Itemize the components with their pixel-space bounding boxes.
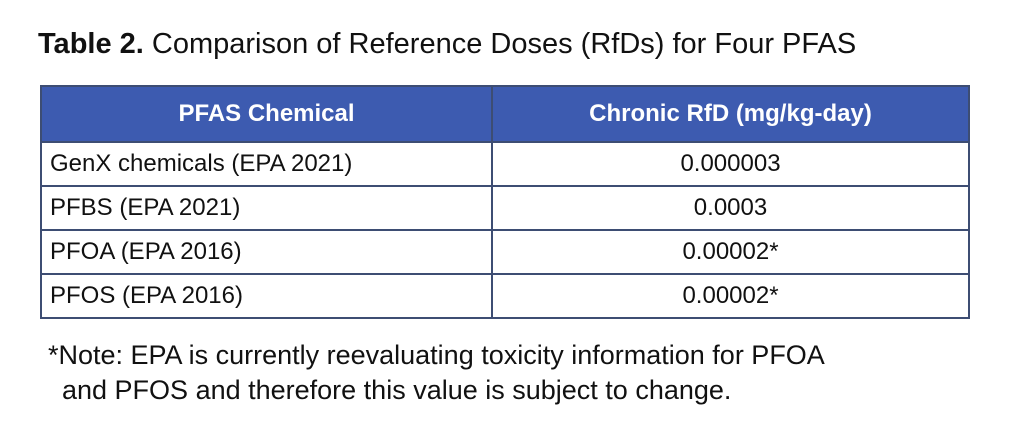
cell-rfd: 0.00002* [491,229,970,275]
header-pfas-chemical: PFAS Chemical [40,85,493,143]
caption-text: Comparison of Reference Doses (RfDs) for… [143,28,857,60]
cell-chemical: PFBS (EPA 2021) [40,185,493,231]
table-caption: Table 2. Comparison of Reference Doses (… [38,26,998,62]
table-row: GenX chemicals (EPA 2021) 0.000003 [40,141,970,187]
cell-rfd: 0.0003 [491,185,970,231]
cell-chemical: PFOS (EPA 2016) [40,273,493,319]
header-chronic-rfd: Chronic RfD (mg/kg-day) [491,85,970,143]
cell-rfd: 0.00002* [491,273,970,319]
table-row: PFBS (EPA 2021) 0.0003 [40,185,970,231]
footnote-line-2: and PFOS and therefore this value is sub… [62,375,732,405]
table-row: PFOA (EPA 2016) 0.00002* [40,229,970,275]
cell-rfd: 0.000003 [491,141,970,187]
cell-chemical: PFOA (EPA 2016) [40,229,493,275]
caption-label: Table 2. [38,28,144,60]
rfd-table: PFAS Chemical Chronic RfD (mg/kg-day) Ge… [40,85,970,319]
footnote-line-1: *Note: EPA is currently reevaluating tox… [48,340,825,370]
cell-chemical: GenX chemicals (EPA 2021) [40,141,493,187]
table-header-row: PFAS Chemical Chronic RfD (mg/kg-day) [40,85,970,143]
table-footnote: *Note: EPA is currently reevaluating tox… [48,338,1008,408]
table-row: PFOS (EPA 2016) 0.00002* [40,273,970,319]
